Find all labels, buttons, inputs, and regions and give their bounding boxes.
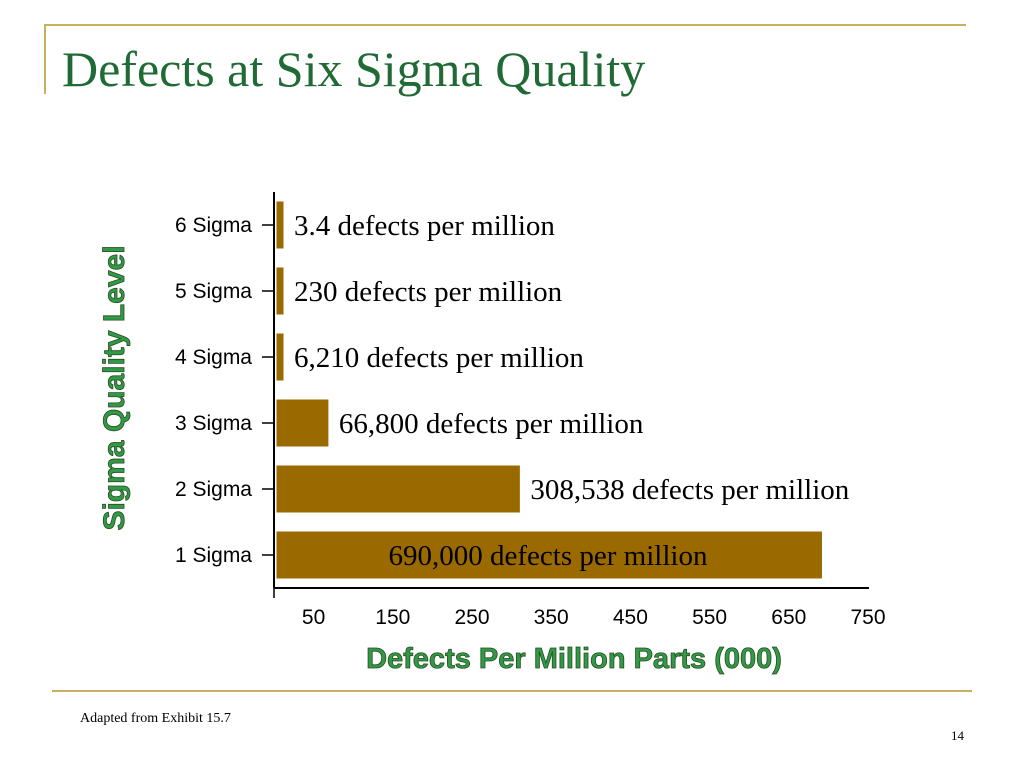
bar-5-sigma (275, 266, 285, 316)
y-tick-label: 2 Sigma (175, 478, 252, 501)
x-tick-label: 650 (771, 606, 806, 629)
data-label: 690,000 defects per million (389, 540, 708, 572)
chart-category-labels: 6 Sigma 5 Sigma 4 Sigma 3 Sigma 2 Sigma 1 Sig… (175, 214, 274, 567)
x-tick-label: 150 (375, 606, 410, 629)
bar-4-sigma (275, 332, 285, 382)
footnote: Adapted from Exhibit 15.7 (80, 711, 231, 726)
chart-bars (275, 200, 823, 580)
bar-3-sigma (275, 398, 330, 448)
bar-6-sigma (275, 200, 285, 250)
bar-1-sigma (275, 530, 823, 580)
x-tick-label: 350 (534, 606, 569, 629)
x-tick-label: 550 (692, 606, 727, 629)
top-rule (44, 24, 966, 26)
chart-data-labels: 3.4 defects per million 230 defects per m… (294, 210, 850, 572)
x-tick-label: 50 (302, 606, 325, 629)
y-tick-label: 4 Sigma (175, 346, 252, 369)
chart-axes (273, 192, 869, 589)
y-axis-title: Sigma Quality Level (98, 245, 131, 530)
data-label: 66,800 defects per million (339, 408, 644, 440)
left-rule (44, 24, 46, 94)
x-tick-label: 250 (454, 606, 489, 629)
bottom-rule (52, 690, 972, 692)
y-tick-label: 5 Sigma (175, 280, 252, 303)
data-label: 308,538 defects per million (530, 474, 849, 506)
y-tick-label: 3 Sigma (175, 412, 252, 435)
bar-2-sigma (275, 464, 521, 514)
y-tick-label: 1 Sigma (175, 544, 252, 567)
data-label: 6,210 defects per million (294, 342, 584, 374)
data-label: 230 defects per million (294, 276, 563, 308)
chart-x-ticks: 50 150 250 350 450 550 650 750 (273, 588, 886, 629)
x-tick-label: 750 (850, 606, 885, 629)
y-tick-label: 6 Sigma (175, 214, 252, 237)
slide-title: Defects at Six Sigma Quality (62, 41, 646, 97)
page-number: 14 (951, 728, 964, 743)
x-tick-label: 450 (613, 606, 648, 629)
data-label: 3.4 defects per million (294, 210, 555, 242)
x-axis-title: Defects Per Million Parts (000) (366, 643, 782, 675)
